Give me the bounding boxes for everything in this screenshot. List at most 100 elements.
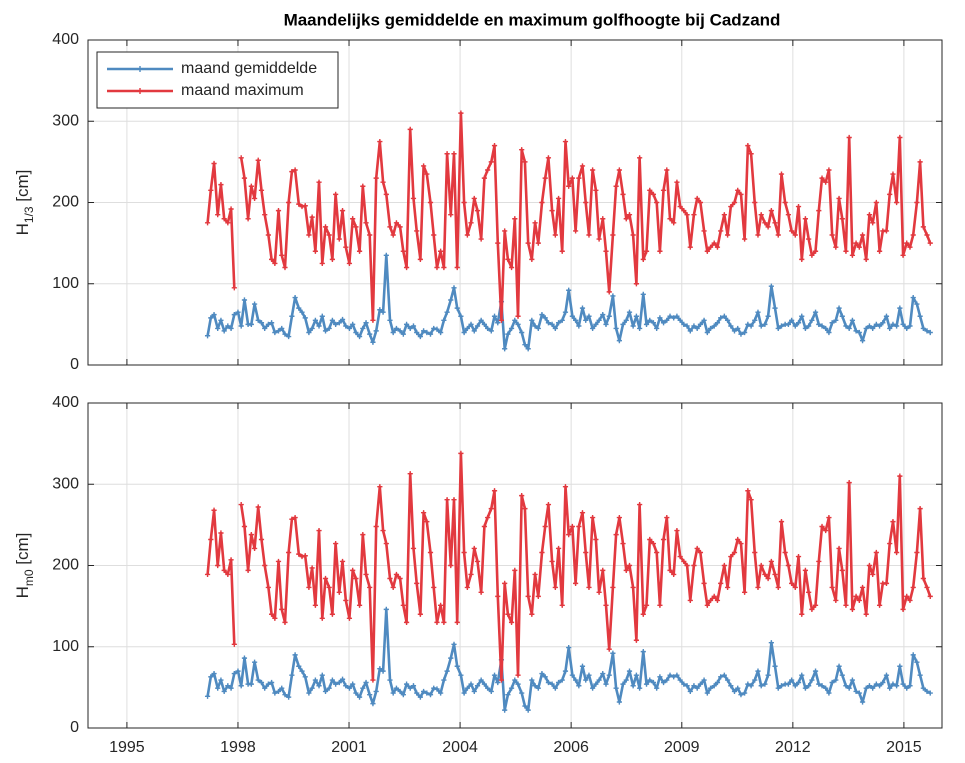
point-marker <box>562 668 569 674</box>
point-marker <box>762 681 768 687</box>
point-marker <box>707 597 714 604</box>
point-marker <box>458 672 464 678</box>
point-marker <box>397 224 403 230</box>
point-marker <box>755 232 761 238</box>
point-marker <box>272 615 278 621</box>
point-marker <box>667 567 673 573</box>
point-marker <box>535 685 541 691</box>
point-marker <box>606 289 612 295</box>
point-marker <box>657 674 663 680</box>
point-marker <box>785 562 791 569</box>
point-marker <box>292 167 298 173</box>
point-marker <box>370 317 376 323</box>
point-marker <box>438 248 444 254</box>
point-marker <box>265 681 271 687</box>
point-marker <box>613 532 619 538</box>
point-marker <box>299 553 305 560</box>
point-marker <box>650 191 657 197</box>
point-marker <box>292 294 298 301</box>
point-marker <box>448 297 454 303</box>
point-marker <box>633 637 639 643</box>
point-marker <box>775 685 781 691</box>
point-marker <box>637 685 643 691</box>
point-marker <box>545 155 552 161</box>
point-marker <box>664 514 670 521</box>
point-marker <box>410 195 417 202</box>
point-marker <box>626 309 633 315</box>
x-tick-label: 1995 <box>109 739 145 756</box>
point-marker <box>258 679 265 686</box>
point-marker <box>569 523 575 530</box>
point-marker <box>481 175 487 181</box>
point-marker <box>758 562 764 569</box>
point-marker <box>907 683 913 689</box>
point-marker <box>600 216 606 222</box>
y-axis-label-unit: [cm] <box>13 170 32 207</box>
point-marker <box>809 317 815 323</box>
point-marker <box>279 685 285 691</box>
point-marker <box>667 216 673 222</box>
point-marker <box>353 575 359 582</box>
point-marker <box>704 248 710 254</box>
point-marker <box>853 328 859 334</box>
point-marker <box>269 679 275 686</box>
point-marker <box>555 545 562 552</box>
point-marker <box>296 551 302 557</box>
point-marker <box>448 655 454 661</box>
point-marker <box>491 313 498 319</box>
point-marker <box>549 208 555 214</box>
point-marker <box>434 686 440 692</box>
point-marker <box>603 602 609 608</box>
point-marker <box>370 701 376 707</box>
point-marker <box>326 584 332 591</box>
point-marker <box>238 501 244 508</box>
point-marker <box>671 674 677 680</box>
point-marker <box>265 584 271 591</box>
point-marker <box>667 313 673 319</box>
point-marker <box>616 514 622 521</box>
point-marker <box>393 571 400 578</box>
point-marker <box>677 203 683 210</box>
point-marker <box>438 329 444 336</box>
point-marker <box>319 672 325 678</box>
point-marker <box>758 212 764 218</box>
point-marker <box>562 484 569 490</box>
point-marker <box>671 571 677 578</box>
point-marker <box>768 558 774 565</box>
point-marker <box>231 670 237 677</box>
point-marker <box>282 692 288 698</box>
point-marker <box>724 232 731 238</box>
point-marker <box>454 264 460 271</box>
point-marker <box>387 575 393 582</box>
point-marker <box>600 312 606 318</box>
point-marker <box>802 325 809 332</box>
point-marker <box>383 606 389 612</box>
point-marker <box>883 228 890 234</box>
point-marker <box>282 331 288 337</box>
point-marker <box>350 216 356 222</box>
point-marker <box>559 248 565 254</box>
point-marker <box>572 580 579 586</box>
point-marker <box>816 681 822 687</box>
point-marker <box>782 549 788 556</box>
point-marker <box>671 315 677 321</box>
point-marker <box>414 580 420 586</box>
point-marker <box>583 549 589 556</box>
point-marker <box>448 212 454 218</box>
point-marker <box>360 325 366 332</box>
point-marker <box>215 685 221 691</box>
point-marker <box>792 683 798 689</box>
y-axis-label-unit: [cm] <box>13 533 32 570</box>
point-marker <box>721 212 727 218</box>
point-marker <box>424 690 430 696</box>
point-marker <box>590 167 596 173</box>
point-marker <box>819 323 825 329</box>
point-marker <box>826 329 832 336</box>
point-marker <box>873 549 879 556</box>
point-marker <box>812 248 819 254</box>
point-marker <box>569 313 575 319</box>
point-marker <box>400 331 406 337</box>
point-marker <box>549 321 555 327</box>
point-marker <box>535 240 541 246</box>
